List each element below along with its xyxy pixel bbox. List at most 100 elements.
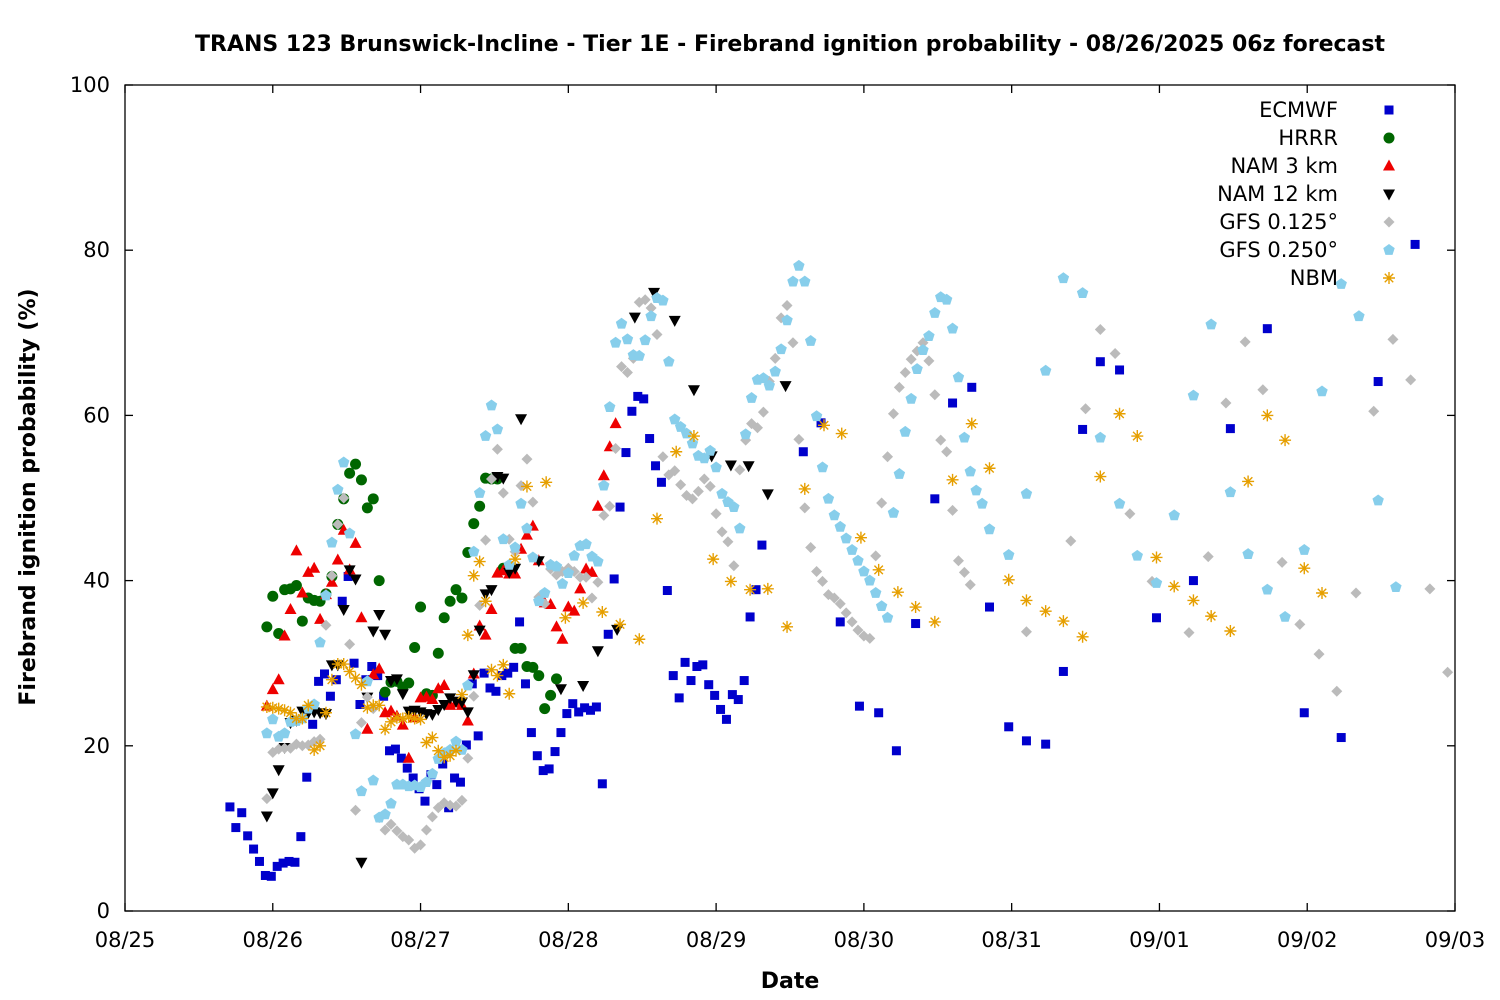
data-point [515,414,528,426]
plot-frame [124,84,1456,912]
data-point [591,499,604,511]
data-point [319,706,332,719]
data-point [332,483,344,495]
data-point [1039,364,1052,376]
data-point [656,477,666,487]
x-tick-label: 08/28 [538,928,599,952]
data-point [1131,430,1144,443]
data-point [1442,666,1454,678]
data-point [965,417,978,430]
data-point [648,287,661,299]
data-point [917,344,929,355]
data-point [343,565,356,577]
data-point [485,399,498,411]
data-point [497,533,510,545]
data-point [603,629,613,639]
data-point [444,595,456,607]
data-point [284,706,297,719]
data-point [302,565,315,577]
data-point [432,647,444,659]
data-point [1003,548,1015,560]
data-point [480,534,492,546]
data-point [432,780,442,790]
data-point [710,508,722,520]
data-point [716,487,728,499]
data-point [456,794,468,806]
data-point [1076,287,1089,299]
data-point [964,465,976,477]
x-axis-label: Date [761,969,820,994]
data-point [840,607,852,619]
data-point [1094,470,1107,483]
x-tick-label: 08/29 [686,928,747,952]
data-point [621,366,633,378]
data-point [551,673,563,685]
data-point [930,494,940,504]
data-point [775,343,787,355]
data-point [503,567,516,579]
data-point [426,767,439,779]
y-tick-label: 100 [70,73,110,97]
legend-marker [1384,105,1394,115]
data-point [761,489,774,501]
data-point [1057,615,1070,628]
data-point [432,704,445,716]
data-point [793,259,805,271]
data-point [739,676,749,686]
data-point [698,473,710,485]
data-point [1205,318,1217,330]
data-point [810,410,823,422]
data-point [779,381,792,393]
data-point [757,372,770,384]
data-point [734,464,746,476]
data-point [716,526,728,538]
legend-label: NBM [1290,266,1338,290]
data-point [1331,685,1343,697]
data-point [1316,586,1328,599]
data-point [261,793,273,805]
data-point [668,671,678,681]
x-tick-label: 08/31 [981,928,1042,952]
data-point [983,523,996,535]
data-point [781,300,793,312]
data-point [556,728,566,738]
data-point [503,687,516,700]
data-point [615,502,625,512]
data-point [527,551,539,563]
data-point [835,427,848,440]
data-point [870,550,882,562]
data-point [1020,594,1033,607]
x-tick-label: 08/30 [834,928,895,952]
data-point [744,583,757,596]
data-point [1021,736,1031,746]
data-point [1202,551,1214,563]
data-point [450,744,463,757]
data-point [621,333,634,345]
data-point [745,612,755,622]
data-point [580,562,593,574]
data-point [355,611,368,623]
data-point [527,661,539,673]
data-point [278,704,291,717]
data-point [355,678,368,691]
data-point [817,419,830,432]
data-point [361,502,373,514]
legend-marker [1383,244,1395,255]
data-point [574,707,584,717]
data-point [520,679,530,689]
data-point [615,317,628,329]
data-point [616,361,628,373]
data-point [379,723,392,736]
data-point [562,567,575,579]
data-point [604,401,616,412]
data-point [668,315,681,327]
data-point [662,586,672,596]
chart-title: TRANS 123 Brunswick-Incline - Tier 1E - … [195,32,1385,57]
data-point [923,330,935,341]
data-point [390,744,400,754]
data-point [308,719,318,729]
data-point [344,638,356,650]
data-point [308,743,321,756]
data-point [254,856,264,866]
data-point [1350,587,1362,599]
